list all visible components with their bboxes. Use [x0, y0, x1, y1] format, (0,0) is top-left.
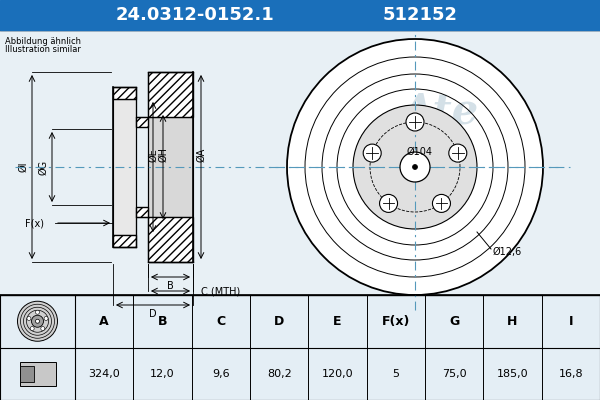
- Text: Ø104: Ø104: [407, 147, 433, 157]
- Bar: [0, 295, 600, 400]
- Bar: [19, 362, 56, 386]
- Circle shape: [449, 144, 467, 162]
- Text: A: A: [100, 315, 109, 328]
- Text: 185,0: 185,0: [497, 369, 529, 379]
- Text: C: C: [216, 315, 226, 328]
- Text: 512152: 512152: [383, 6, 458, 24]
- Text: Illustration similar: Illustration similar: [5, 45, 81, 54]
- Text: F(x): F(x): [382, 315, 410, 328]
- Text: ØE: ØE: [148, 148, 158, 162]
- Text: ØG: ØG: [38, 160, 48, 174]
- Circle shape: [400, 152, 430, 182]
- Text: 24.0312-0152.1: 24.0312-0152.1: [116, 6, 274, 24]
- Circle shape: [44, 316, 48, 320]
- Text: ØA: ØA: [196, 148, 206, 162]
- Circle shape: [406, 113, 424, 131]
- Bar: [136, 117, 148, 127]
- Circle shape: [32, 315, 44, 327]
- Text: Ate: Ate: [401, 91, 479, 133]
- Circle shape: [380, 194, 398, 212]
- Text: B: B: [167, 281, 174, 291]
- Text: C (MTH): C (MTH): [201, 286, 240, 296]
- Bar: [0, 0, 600, 30]
- Circle shape: [30, 326, 34, 330]
- Text: 324,0: 324,0: [88, 369, 120, 379]
- Circle shape: [363, 144, 381, 162]
- Circle shape: [287, 39, 543, 295]
- Text: ØH: ØH: [158, 147, 168, 162]
- Text: Ø12,6: Ø12,6: [493, 247, 522, 257]
- Circle shape: [413, 164, 418, 170]
- Circle shape: [353, 105, 477, 229]
- Text: B: B: [158, 315, 167, 328]
- Text: Abbildung ähnlich: Abbildung ähnlich: [5, 37, 81, 46]
- Bar: [148, 217, 193, 262]
- Text: 80,2: 80,2: [267, 369, 292, 379]
- Bar: [113, 235, 136, 247]
- Bar: [19, 366, 34, 382]
- Text: H: H: [508, 315, 518, 328]
- Circle shape: [433, 194, 451, 212]
- Bar: [113, 87, 136, 99]
- Circle shape: [27, 316, 31, 320]
- Bar: [148, 117, 193, 217]
- Bar: [136, 207, 148, 217]
- Text: D: D: [149, 309, 157, 319]
- Bar: [113, 99, 136, 235]
- Text: 75,0: 75,0: [442, 369, 466, 379]
- Text: 9,6: 9,6: [212, 369, 230, 379]
- Text: F(x): F(x): [25, 218, 44, 228]
- Circle shape: [17, 301, 58, 341]
- Text: 5: 5: [392, 369, 400, 379]
- Circle shape: [35, 319, 40, 323]
- Bar: [0, 30, 600, 295]
- Text: I: I: [569, 315, 573, 328]
- Text: 16,8: 16,8: [559, 369, 583, 379]
- Bar: [148, 72, 193, 117]
- Text: G: G: [449, 315, 459, 328]
- Circle shape: [41, 326, 45, 330]
- Text: D: D: [274, 315, 284, 328]
- Text: E: E: [333, 315, 342, 328]
- Text: ØI: ØI: [18, 162, 28, 172]
- Circle shape: [35, 310, 40, 314]
- Text: 120,0: 120,0: [322, 369, 353, 379]
- Text: 12,0: 12,0: [150, 369, 175, 379]
